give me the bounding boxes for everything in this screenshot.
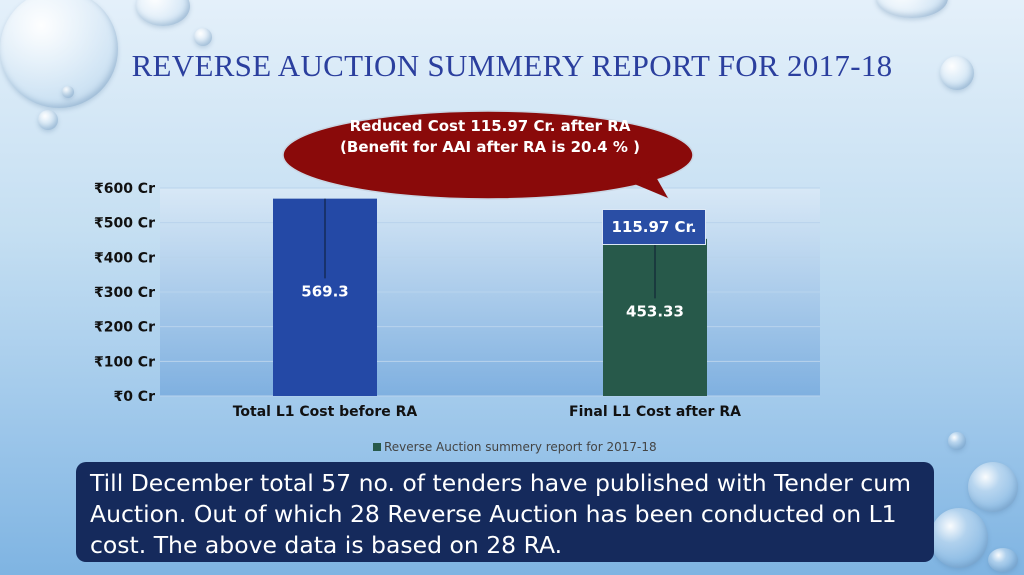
reduced-amount-label: 115.97 Cr. [602,209,706,245]
decorative-bubble [968,462,1018,512]
decorative-bubble [948,432,966,450]
category-label: Total L1 Cost before RA [233,404,418,420]
data-label: 453.33 [626,302,684,320]
decorative-bubble [38,110,58,130]
legend-label: Reverse Auction summery report for 2017-… [384,440,657,454]
decorative-bubble [988,548,1018,572]
y-tick-label: ₹600 Cr [94,181,155,197]
decorative-bubble [940,56,974,90]
y-tick-label: ₹300 Cr [94,285,155,301]
y-tick-label: ₹200 Cr [94,320,155,336]
decorative-bubble [876,0,948,18]
decorative-bubble [194,28,212,46]
legend-swatch [373,443,381,451]
summary-note: Till December total 57 no. of tenders ha… [76,462,934,562]
y-tick-label: ₹500 Cr [94,216,155,232]
decorative-bubble [62,86,74,98]
legend: Reverse Auction summery report for 2017-… [373,440,657,454]
callout-bubble [282,110,694,200]
y-tick-label: ₹100 Cr [94,354,155,370]
callout-text: Reduced Cost 115.97 Cr. after RA (Benefi… [340,117,640,156]
decorative-bubble [0,0,118,108]
page-title: REVERSE AUCTION SUMMERY REPORT FOR 2017-… [131,48,893,83]
y-tick-label: ₹400 Cr [94,250,155,266]
decorative-bubble [930,508,988,568]
y-tick-label: ₹0 Cr [113,389,155,405]
data-label: 569.3 [301,282,348,300]
category-label: Final L1 Cost after RA [569,404,741,420]
